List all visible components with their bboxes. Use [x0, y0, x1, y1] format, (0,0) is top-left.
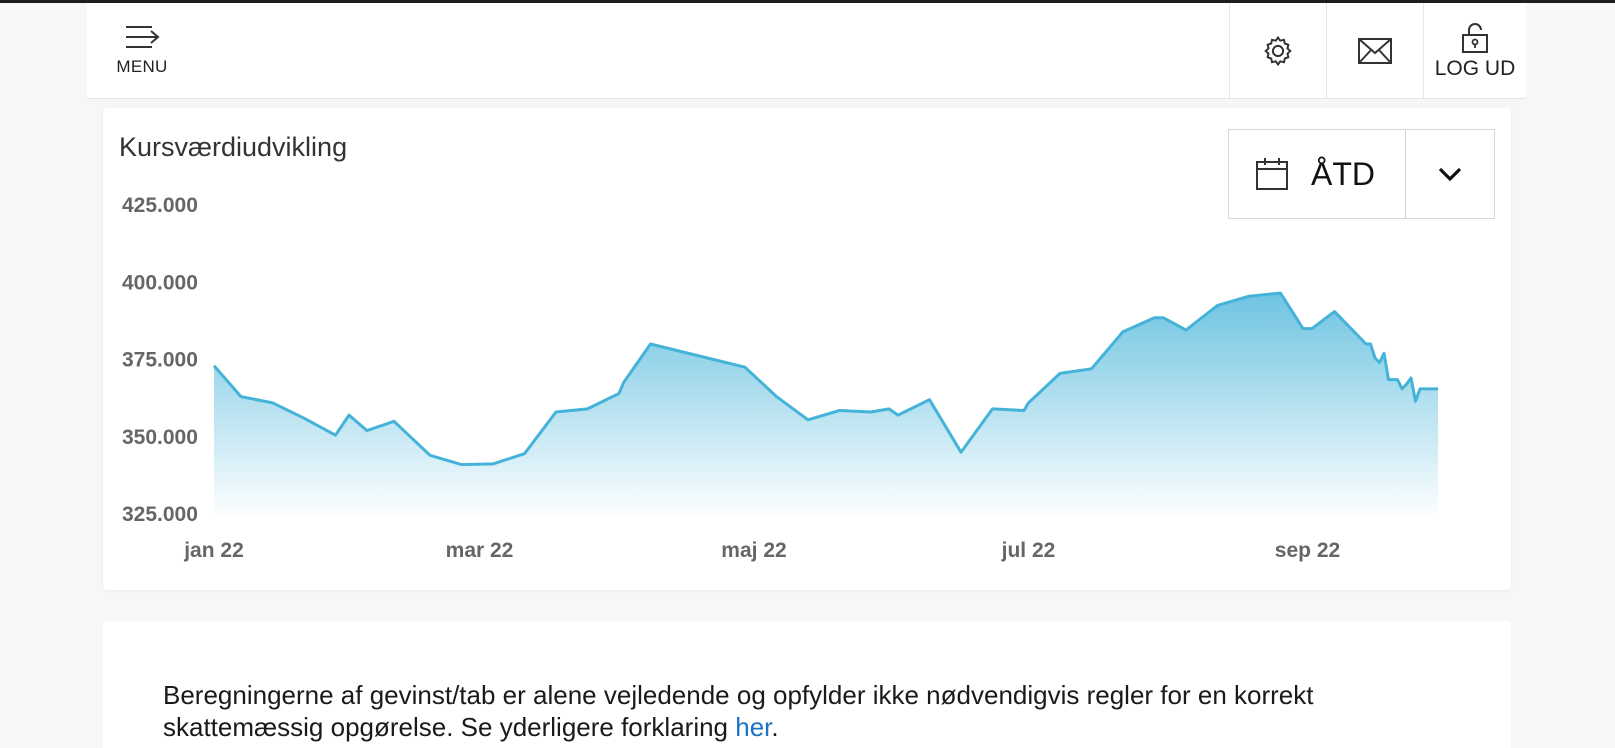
data-point: [806, 418, 810, 422]
data-point: [622, 381, 626, 385]
messages-button[interactable]: [1326, 3, 1423, 99]
settings-button[interactable]: [1229, 3, 1326, 99]
period-value-area[interactable]: ÅTD: [1229, 130, 1406, 218]
top-border: [0, 0, 1615, 3]
data-point: [1400, 387, 1404, 391]
data-point: [1378, 361, 1382, 365]
logout-label: LOG UD: [1434, 56, 1516, 80]
menu-label: MENU: [116, 57, 168, 76]
period-select[interactable]: ÅTD: [1228, 129, 1495, 219]
menu-button[interactable]: MENU: [107, 17, 177, 93]
data-point: [1396, 378, 1400, 382]
data-point: [334, 433, 338, 437]
data-point: [712, 358, 716, 362]
data-point: [1418, 387, 1422, 391]
data-point: [743, 365, 747, 369]
data-point: [617, 392, 621, 396]
data-point: [523, 452, 527, 456]
period-dropdown-toggle[interactable]: [1406, 130, 1494, 218]
data-point: [1373, 356, 1377, 360]
data-point: [991, 407, 995, 411]
calendar-icon: [1256, 158, 1288, 190]
data-point: [1364, 342, 1368, 346]
data-point: [1310, 327, 1314, 331]
chart-area: [214, 293, 1438, 514]
data-point: [1090, 367, 1094, 371]
data-point: [1216, 303, 1220, 307]
data-point: [959, 450, 963, 454]
chart-title: Kursværdiudvikling: [119, 132, 348, 162]
x-tick-label: jul 22: [1001, 539, 1056, 562]
data-point: [302, 416, 306, 420]
y-tick-label: 375.000: [122, 349, 198, 372]
x-tick-label: jan 22: [183, 539, 244, 562]
data-point: [1436, 387, 1440, 391]
data-point: [428, 453, 432, 457]
data-point: [649, 342, 653, 346]
y-tick-label: 425.000: [122, 194, 198, 217]
data-point: [212, 364, 216, 368]
disclaimer-card: Beregningerne af gevinst/tab er alene ve…: [103, 621, 1511, 748]
data-point: [887, 407, 891, 411]
y-tick-label: 325.000: [122, 503, 198, 526]
value-chart: 425.000 400.000 375.000 350.000 325.000 jan …: [122, 194, 1440, 562]
chart-card: Kursværdiudvikling ÅTD 425.000 400.000 375…: [103, 108, 1511, 590]
x-tick-label: mar 22: [446, 539, 514, 562]
data-point: [347, 413, 351, 417]
explanation-link[interactable]: her: [735, 712, 772, 742]
mail-icon: [1358, 38, 1392, 64]
data-point: [838, 409, 842, 413]
menu-icon: [126, 26, 160, 48]
chevron-down-icon: [1438, 167, 1462, 182]
period-value: ÅTD: [1311, 155, 1375, 192]
data-point: [460, 463, 464, 467]
disclaimer-body: Beregningerne af gevinst/tab er alene ve…: [163, 680, 1314, 742]
x-tick-label: maj 22: [721, 539, 786, 562]
data-point: [1279, 291, 1283, 295]
data-point: [1027, 401, 1031, 405]
y-tick-label: 350.000: [122, 426, 198, 449]
data-point: [1369, 342, 1373, 346]
chart-line: [212, 291, 1438, 467]
logout-button[interactable]: LOG UD: [1423, 3, 1526, 99]
unlock-icon: [1462, 22, 1488, 53]
data-point: [1333, 310, 1337, 314]
data-point: [1405, 382, 1409, 386]
data-point: [1414, 399, 1418, 403]
data-point: [1382, 351, 1386, 355]
x-tick-label: sep 22: [1275, 539, 1340, 562]
data-point: [775, 395, 779, 399]
data-point: [239, 395, 243, 399]
data-point: [1162, 316, 1166, 320]
data-point: [1387, 378, 1391, 382]
data-point: [365, 429, 369, 433]
data-point: [1058, 371, 1062, 375]
top-header: MENU LOG UD: [87, 3, 1526, 99]
data-point: [869, 410, 873, 414]
data-point: [554, 410, 558, 414]
disclaimer-suffix: .: [771, 712, 779, 742]
data-point: [1184, 328, 1188, 332]
data-point: [1121, 330, 1125, 334]
data-point: [1409, 376, 1413, 380]
data-point: [1153, 316, 1157, 320]
gear-icon: [1264, 35, 1292, 67]
data-point: [928, 398, 932, 402]
disclaimer-text: Beregningerne af gevinst/tab er alene ve…: [163, 679, 1463, 743]
data-point: [491, 462, 495, 466]
y-tick-label: 400.000: [122, 271, 198, 294]
data-point: [271, 401, 275, 405]
data-point: [1022, 409, 1026, 413]
data-point: [1301, 327, 1305, 331]
data-point: [392, 419, 396, 423]
data-point: [1247, 294, 1251, 298]
data-point: [896, 413, 900, 417]
data-point: [586, 407, 590, 411]
